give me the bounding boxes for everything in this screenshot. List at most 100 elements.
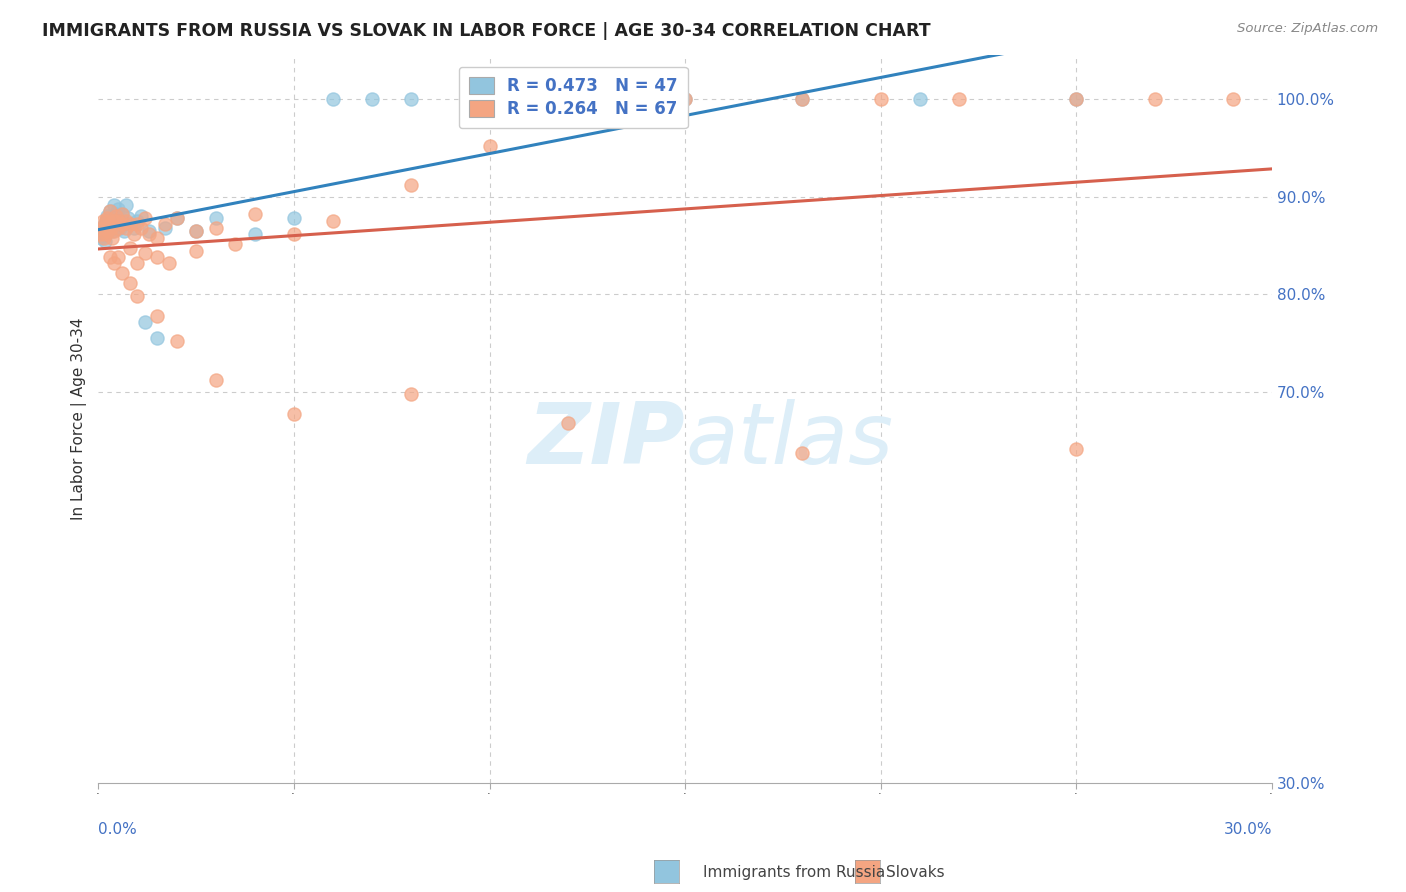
Point	[118, 217, 141, 231]
Point	[97, 224, 120, 238]
Point	[122, 221, 145, 235]
Point	[186, 244, 208, 258]
Point	[111, 217, 134, 231]
Point	[93, 231, 115, 245]
Point	[478, 92, 501, 106]
Point	[401, 387, 423, 401]
Point	[114, 197, 136, 211]
Text: 0.0%: 0.0%	[98, 822, 138, 837]
Point	[107, 202, 129, 216]
Point	[112, 224, 135, 238]
Point	[108, 221, 131, 235]
Point	[96, 214, 118, 228]
Point	[104, 207, 127, 221]
Point	[107, 214, 129, 228]
Point	[96, 221, 118, 235]
Point	[869, 92, 891, 106]
Point	[1143, 92, 1166, 106]
Point	[186, 224, 208, 238]
Point	[94, 234, 117, 248]
Point	[673, 92, 696, 106]
Point	[100, 217, 122, 231]
Point	[131, 221, 153, 235]
Point	[283, 407, 305, 421]
Point	[792, 446, 814, 460]
Point	[111, 266, 134, 280]
Point	[224, 236, 246, 251]
Point	[111, 207, 134, 221]
Text: Immigrants from Russia: Immigrants from Russia	[703, 865, 886, 880]
Point	[401, 92, 423, 106]
Text: 30.0%: 30.0%	[1223, 822, 1272, 837]
Point	[90, 227, 112, 241]
Point	[103, 256, 125, 270]
Point	[166, 334, 188, 349]
Point	[908, 92, 931, 106]
Point	[100, 221, 122, 235]
Point	[114, 214, 136, 228]
Point	[111, 207, 134, 221]
Point	[90, 231, 112, 245]
Point	[127, 214, 149, 228]
Point	[91, 228, 114, 243]
Point	[98, 217, 121, 231]
Point	[107, 251, 129, 265]
Text: ZIP: ZIP	[527, 400, 685, 483]
Point	[96, 211, 118, 226]
Point	[283, 227, 305, 241]
Point	[322, 214, 344, 228]
Point	[153, 221, 176, 235]
Point	[478, 139, 501, 153]
Point	[91, 221, 114, 235]
Point	[166, 211, 188, 226]
Point	[127, 256, 149, 270]
Point	[103, 224, 125, 238]
Point	[673, 92, 696, 106]
Point	[118, 217, 141, 231]
Point	[146, 331, 169, 345]
Point	[146, 309, 169, 323]
Point	[138, 227, 160, 241]
Point	[107, 214, 129, 228]
Point	[792, 92, 814, 106]
Point	[243, 227, 266, 241]
Point	[557, 92, 579, 106]
Point	[114, 221, 136, 235]
Point	[948, 92, 970, 106]
Point	[98, 251, 121, 265]
Point	[93, 227, 115, 241]
Point	[134, 315, 156, 329]
Point	[98, 204, 121, 219]
Point	[96, 210, 118, 224]
Text: IMMIGRANTS FROM RUSSIA VS SLOVAK IN LABOR FORCE | AGE 30-34 CORRELATION CHART: IMMIGRANTS FROM RUSSIA VS SLOVAK IN LABO…	[42, 22, 931, 40]
Point	[204, 221, 226, 235]
Point	[101, 224, 124, 238]
Point	[122, 227, 145, 241]
Point	[103, 211, 125, 226]
Point	[91, 219, 114, 233]
Point	[361, 92, 384, 106]
Point	[204, 211, 226, 226]
Point	[117, 211, 139, 226]
Point	[1066, 92, 1088, 106]
Point	[131, 210, 153, 224]
Point	[1066, 92, 1088, 106]
Point	[97, 224, 120, 238]
Point	[157, 256, 180, 270]
Point	[557, 92, 579, 106]
Point	[146, 251, 169, 265]
Point	[186, 224, 208, 238]
Text: atlas: atlas	[685, 400, 893, 483]
Point	[96, 214, 118, 228]
Point	[401, 178, 423, 192]
Point	[243, 207, 266, 221]
Point	[96, 227, 118, 241]
Point	[91, 214, 114, 228]
Point	[111, 214, 134, 228]
Y-axis label: In Labor Force | Age 30-34: In Labor Force | Age 30-34	[72, 318, 87, 520]
Point	[557, 417, 579, 431]
Point	[283, 211, 305, 226]
Point	[104, 210, 127, 224]
Point	[134, 246, 156, 260]
Point	[127, 289, 149, 303]
